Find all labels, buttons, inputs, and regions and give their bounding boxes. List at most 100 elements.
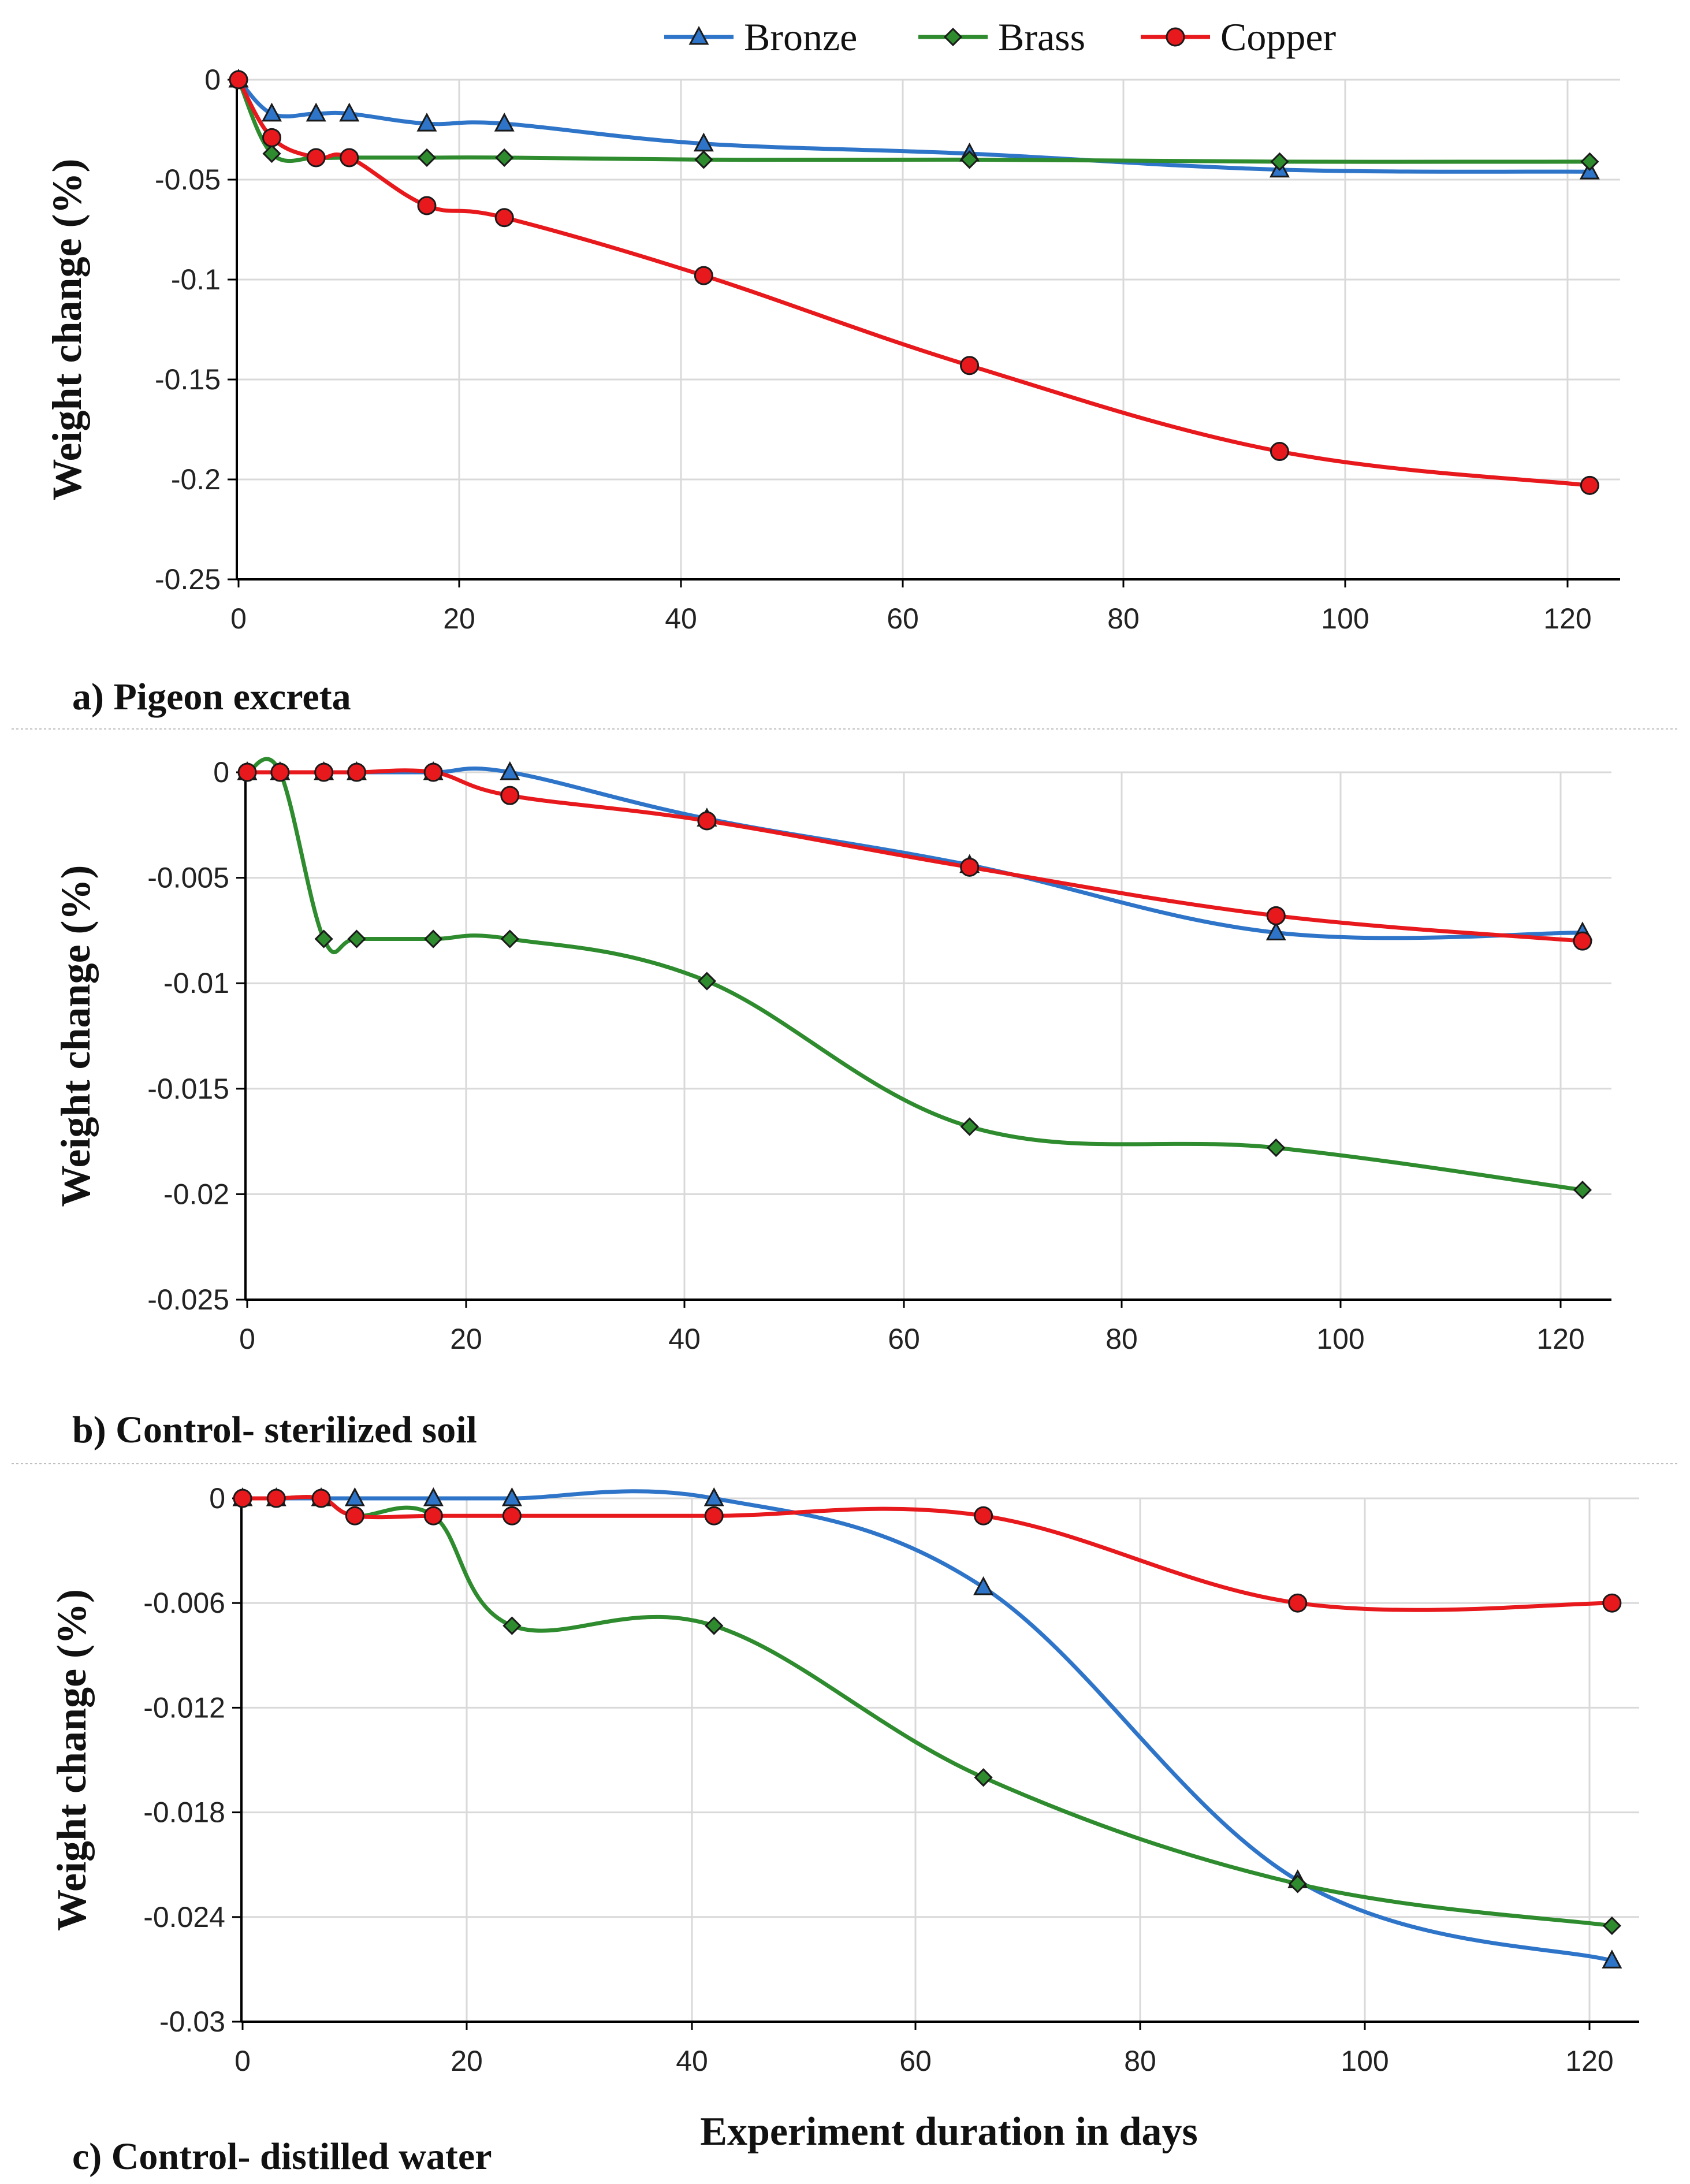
y-axis-label: Weight change (%)	[44, 159, 90, 501]
y-tick-label: 0	[204, 64, 221, 96]
x-tick-label: 20	[451, 2045, 483, 2077]
x-tick-label: 60	[887, 602, 919, 635]
data-point-brass	[1573, 1180, 1592, 1200]
data-point-bronze	[1265, 921, 1286, 941]
data-point-copper	[270, 762, 290, 782]
x-tick-label: 80	[1105, 1323, 1138, 1355]
series-line-brass	[240, 1495, 1614, 1928]
y-tick-label: -0.006	[143, 1587, 225, 1619]
data-point-copper	[1602, 1593, 1622, 1613]
data-point-brass	[347, 929, 366, 948]
data-point-copper	[697, 811, 717, 831]
data-point-brass	[960, 150, 979, 169]
y-axis-label: Weight change (%)	[49, 1589, 95, 1931]
data-point-brass	[1288, 1874, 1307, 1893]
y-tick-label: -0.005	[147, 862, 229, 894]
data-point-copper	[417, 196, 437, 215]
y-tick-label: -0.2	[171, 463, 221, 496]
data-point-copper	[345, 1506, 364, 1526]
series-line-brass	[245, 757, 1585, 1192]
y-tick-label: -0.02	[163, 1178, 229, 1210]
data-point-brass	[1270, 152, 1289, 171]
legend-item-brass: Brass	[918, 15, 1085, 59]
data-point-copper	[1288, 1593, 1308, 1613]
data-point-brass	[974, 1768, 993, 1787]
data-point-bronze	[500, 761, 520, 780]
data-point-copper	[500, 786, 520, 805]
y-tick-label: -0.018	[143, 1796, 225, 1829]
data-point-brass	[262, 144, 281, 163]
data-point-brass	[502, 1616, 522, 1635]
x-tick-label: 0	[234, 2045, 251, 2077]
data-point-copper	[423, 762, 443, 782]
data-point-brass	[495, 148, 514, 168]
x-tick-label: 100	[1316, 1323, 1364, 1355]
legend-label: Bronze	[744, 15, 857, 59]
data-point-bronze	[973, 1576, 994, 1595]
data-point-copper	[233, 1489, 252, 1508]
data-point-copper	[306, 148, 326, 168]
series-line-copper	[245, 768, 1585, 943]
chart-panel-pigeon-excreta: 0 -0.05 -0.1 -0.15 -0.2 -0.25 0 20 40 60 80 100 120 W…	[44, 64, 1620, 635]
data-point-brass	[1580, 152, 1599, 171]
data-point-copper	[1580, 475, 1599, 495]
data-point-copper	[347, 762, 366, 782]
data-point-brass	[1602, 1916, 1621, 1936]
data-point-brass	[697, 972, 717, 991]
data-point-copper	[704, 1506, 724, 1526]
data-point-brass	[705, 1616, 724, 1635]
data-point-copper	[1270, 442, 1289, 462]
data-point-copper	[1573, 931, 1592, 951]
panel-title: c) Control- distilled water	[72, 2135, 492, 2178]
data-point-brass	[1267, 1138, 1286, 1158]
data-point-bronze	[501, 1487, 522, 1506]
data-point-bronze	[344, 1487, 365, 1506]
data-point-copper	[262, 128, 282, 147]
chart-panel-distilled-water: 0 -0.006 -0.012 -0.018 -0.024 -0.03 0 20 40 60 80 1…	[49, 1482, 1639, 2077]
data-point-bronze	[1602, 1949, 1622, 1969]
data-point-copper	[314, 762, 334, 782]
y-tick-label: -0.025	[147, 1283, 229, 1316]
legend-marker	[1166, 27, 1185, 47]
legend-label: Copper	[1220, 15, 1337, 59]
y-tick-label: -0.024	[143, 1901, 225, 1933]
y-tick-label: -0.05	[155, 163, 221, 196]
data-point-brass	[500, 929, 519, 948]
data-point-copper	[237, 762, 257, 782]
x-tick-label: 120	[1565, 2045, 1613, 2077]
x-tick-label: 20	[450, 1323, 482, 1355]
x-axis-label: Experiment duration in days	[700, 2109, 1198, 2154]
legend-item-bronze: Bronze	[664, 15, 857, 59]
x-tick-label: 40	[676, 2045, 708, 2077]
legend-item-copper: Copper	[1141, 15, 1337, 59]
y-tick-label: 0	[213, 756, 229, 788]
legend: Bronze Brass Copper	[664, 15, 1337, 59]
data-point-bronze	[423, 1487, 444, 1506]
data-point-bronze	[494, 112, 515, 132]
x-tick-label: 40	[668, 1323, 701, 1355]
y-tick-label: 0	[209, 1482, 225, 1515]
data-point-copper	[960, 356, 980, 375]
y-tick-label: -0.012	[143, 1691, 225, 1724]
x-tick-label: 80	[1124, 2045, 1156, 2077]
data-point-brass	[694, 150, 713, 169]
x-tick-label: 100	[1321, 602, 1369, 635]
panel-title: a) Pigeon excreta	[72, 676, 351, 718]
x-tick-label: 100	[1341, 2045, 1389, 2077]
data-point-copper	[266, 1489, 286, 1508]
x-tick-label: 0	[230, 602, 247, 635]
y-tick-label: -0.03	[159, 2006, 225, 2038]
data-point-bronze	[306, 102, 326, 122]
y-tick-label: -0.015	[147, 1073, 229, 1105]
data-point-copper	[311, 1489, 331, 1508]
y-axis-label: Weight change (%)	[53, 865, 99, 1207]
data-point-copper	[1266, 906, 1286, 925]
chart-panel-sterilized-soil: 0 -0.005 -0.01 -0.015 -0.02 -0.025 0 20 40 60 80 10…	[53, 756, 1611, 1355]
series-line-copper	[236, 77, 1592, 488]
data-point-bronze	[416, 112, 437, 132]
legend-label: Brass	[998, 15, 1085, 59]
data-point-copper	[974, 1506, 993, 1526]
y-tick-label: -0.01	[163, 967, 229, 999]
data-point-copper	[494, 208, 514, 228]
